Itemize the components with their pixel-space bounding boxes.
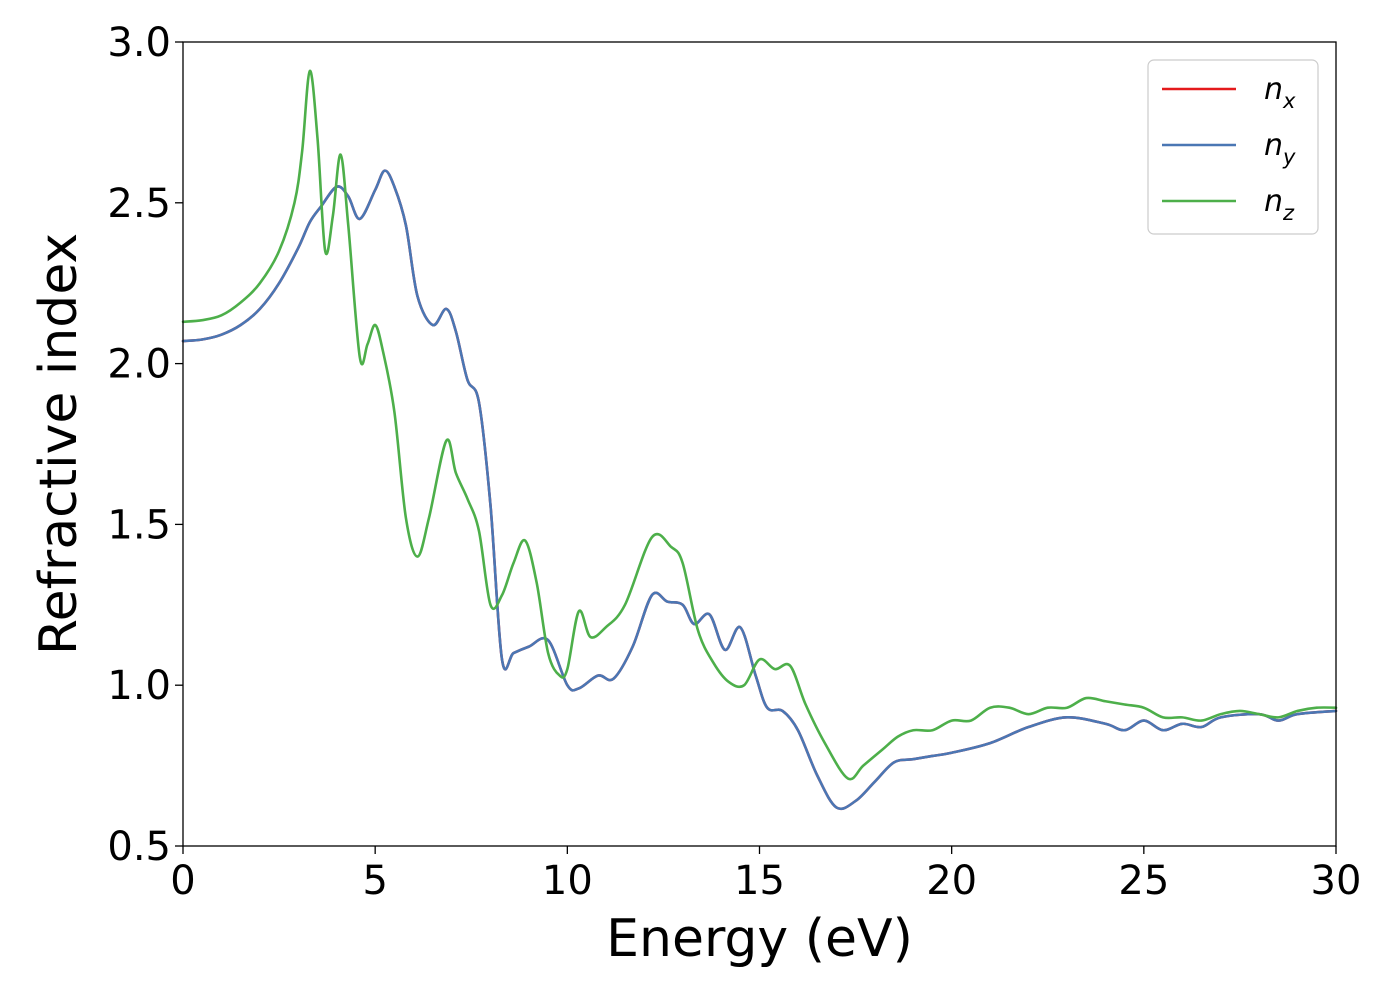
y-tick-label: 0.5 — [107, 824, 171, 870]
legend-box — [1147, 59, 1319, 235]
x-tick-label: 20 — [926, 858, 977, 904]
series-layer — [181, 69, 1338, 811]
legend-label-z: nz — [1264, 184, 1295, 225]
y-tick-label: 2.5 — [107, 181, 171, 227]
x-tick-label: 25 — [1118, 858, 1169, 904]
y-axis-ticks: 0.5 1.0 1.5 2.0 2.5 3.0 — [107, 20, 183, 870]
y-axis-label: Refractive index — [29, 233, 89, 655]
x-tick-label: 0 — [170, 858, 195, 904]
legend-label-y: ny — [1264, 128, 1296, 169]
y-tick-label: 1.5 — [107, 502, 171, 548]
y-tick-label: 1.0 — [107, 663, 171, 709]
series-line-y — [181, 169, 1338, 811]
x-tick-label: 30 — [1311, 858, 1362, 904]
legend-label-x: nx — [1264, 72, 1296, 113]
x-axis-label: Energy (eV) — [606, 909, 913, 969]
y-tick-label: 3.0 — [107, 20, 171, 66]
y-tick-label: 2.0 — [107, 342, 171, 388]
x-tick-label: 10 — [542, 858, 593, 904]
legend: nx ny nz — [1147, 59, 1319, 235]
x-tick-label: 5 — [362, 858, 387, 904]
x-axis-ticks: 0 5 10 15 20 25 30 — [170, 846, 1361, 904]
x-tick-label: 15 — [734, 858, 785, 904]
series-line-z — [181, 69, 1338, 781]
